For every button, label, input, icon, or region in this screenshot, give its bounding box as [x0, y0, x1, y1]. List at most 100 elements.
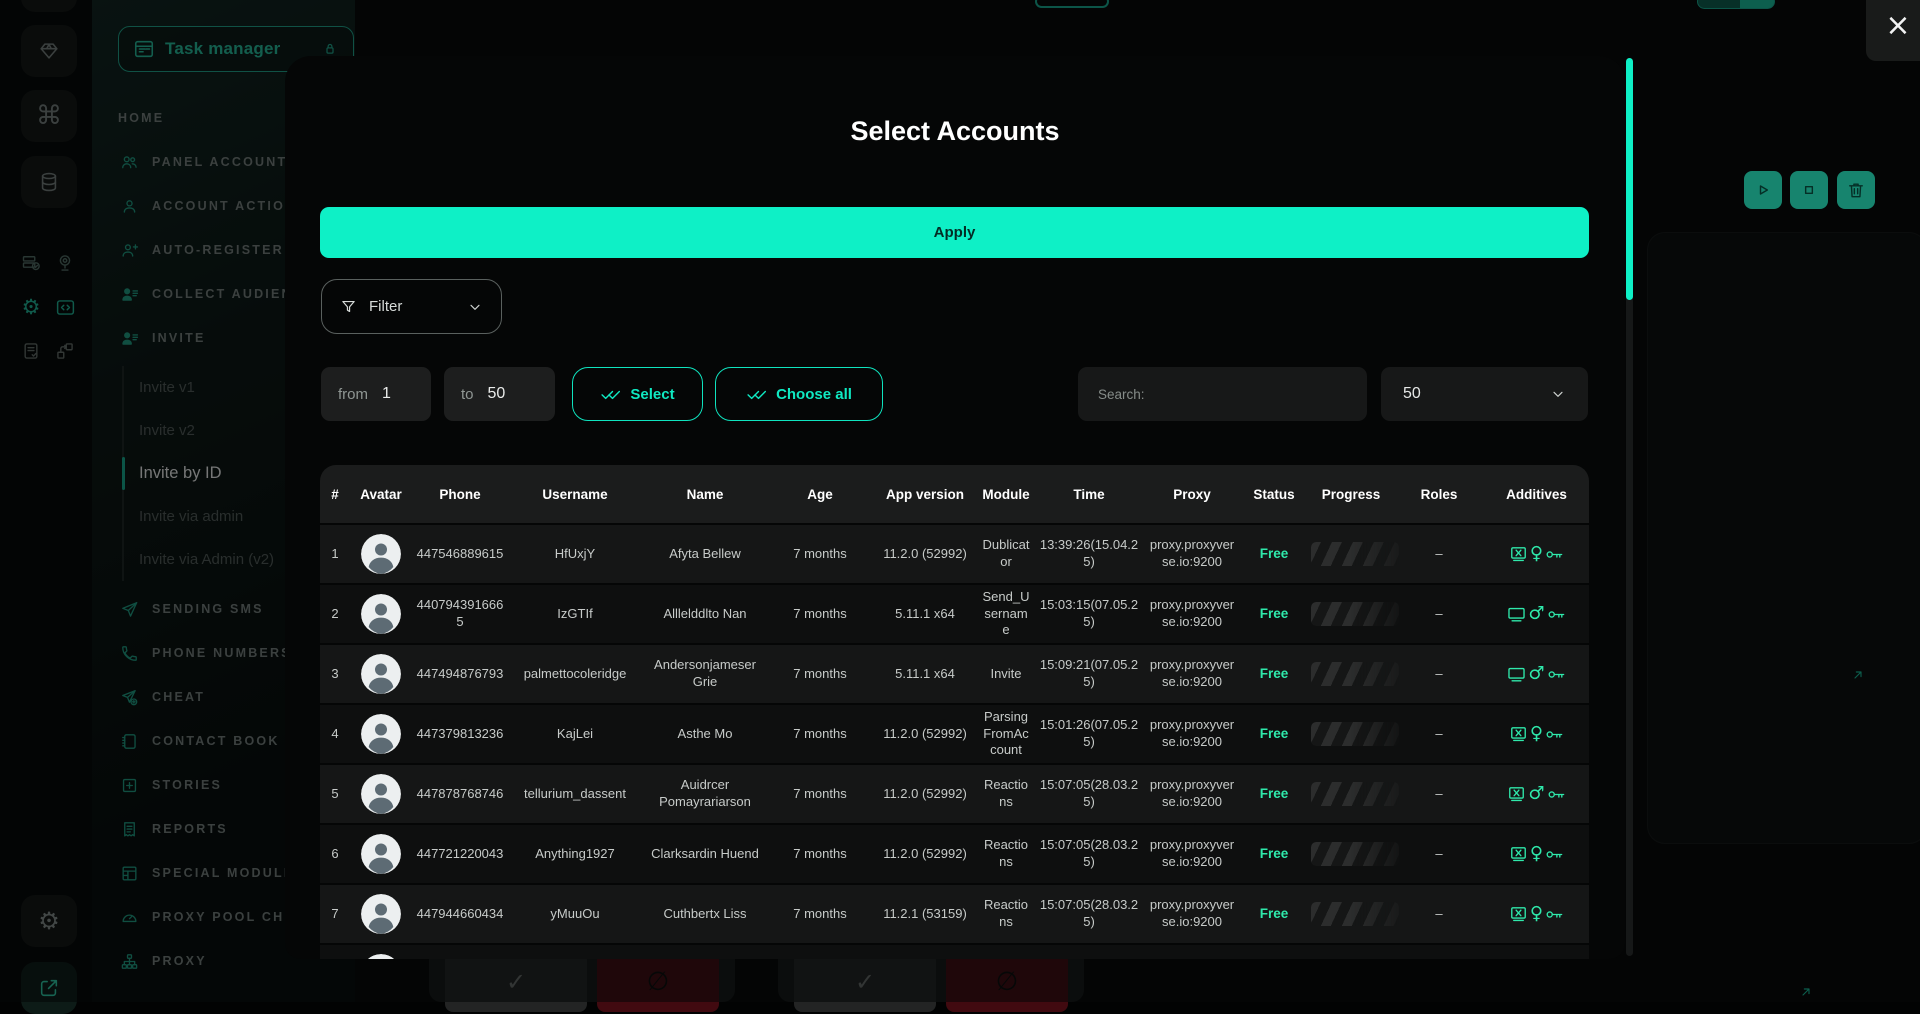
age-cell: 7 months — [768, 585, 872, 643]
key-icon — [1545, 905, 1564, 924]
proxy-cell: proxy.proxyverse.io:9200 — [1144, 945, 1240, 959]
avatar-cell — [350, 705, 412, 763]
avatar — [361, 714, 401, 754]
additives-cell: ♀ — [1484, 945, 1589, 959]
chevron-down-icon — [1550, 386, 1566, 402]
monitor-icon — [1507, 665, 1526, 684]
from-value: 1 — [382, 385, 391, 403]
column-header-username: Username — [508, 465, 642, 523]
progress-cell — [1308, 585, 1394, 643]
phone-cell: 447494876793 — [412, 645, 508, 703]
progress-bar — [1311, 662, 1399, 686]
from-label: from — [338, 386, 368, 403]
row-number: 3 — [320, 645, 350, 703]
modal-scrollbar-thumb[interactable] — [1626, 58, 1633, 300]
module-cell: Dublicator — [978, 525, 1034, 583]
username-cell: HfUxjY — [508, 525, 642, 583]
account-row[interactable]: 844746650553unsaturationamaReactions15:0… — [320, 945, 1589, 959]
name-cell — [642, 945, 768, 959]
page-size-select[interactable]: 50 — [1381, 367, 1588, 421]
time-cell: 13:39:26(15.04.25) — [1034, 525, 1144, 583]
chevron-down-icon — [1550, 386, 1566, 402]
monitor-x-icon — [1509, 845, 1528, 864]
name-cell: Asthe Mo — [642, 705, 768, 763]
name-cell: Clarksardin Huend — [642, 825, 768, 883]
select-label: Select — [630, 386, 674, 403]
username-cell: Anything1927 — [508, 825, 642, 883]
row-number: 5 — [320, 765, 350, 823]
row-number: 4 — [320, 705, 350, 763]
avatar-cell — [350, 525, 412, 583]
close-button[interactable]: × — [1880, 6, 1916, 46]
column-header-additives: Additives — [1484, 465, 1589, 523]
avatar-cell — [350, 945, 412, 959]
column-header-proxy: Proxy — [1144, 465, 1240, 523]
time-cell: 15:07:05(28.03.25) — [1034, 765, 1144, 823]
chevron-down-icon — [467, 299, 483, 315]
male-icon: ♂ — [1528, 785, 1544, 803]
delete-button[interactable] — [1837, 171, 1875, 209]
stop-button[interactable] — [1790, 171, 1828, 209]
modal-title: Select Accounts — [285, 116, 1625, 147]
username-cell: palmettocoleridge — [508, 645, 642, 703]
avatar — [361, 834, 401, 874]
username-cell: KajLei — [508, 705, 642, 763]
row-number: 2 — [320, 585, 350, 643]
progress-cell — [1308, 525, 1394, 583]
chevron-down-icon — [467, 299, 483, 315]
search-input[interactable] — [1078, 367, 1367, 421]
status-cell — [1240, 945, 1308, 959]
filter-dropdown[interactable]: Filter — [321, 279, 502, 334]
module-cell: ParsingFromAccount — [978, 705, 1034, 763]
from-input[interactable]: from 1 — [321, 367, 431, 421]
monitor-x-icon — [1509, 905, 1528, 924]
column-header-progress: Progress — [1308, 465, 1394, 523]
avatar — [361, 654, 401, 694]
username-cell: yMuuOu — [508, 885, 642, 943]
key-icon — [1545, 545, 1564, 564]
to-input[interactable]: to 50 — [444, 367, 555, 421]
time-cell: 15:07:05(28.03.25) — [1034, 885, 1144, 943]
column-header-module: Module — [978, 465, 1034, 523]
name-cell: Afyta Bellew — [642, 525, 768, 583]
choose-all-button[interactable]: Choose all — [715, 367, 883, 421]
age-cell: 7 months — [768, 705, 872, 763]
age-cell: 7 months — [768, 525, 872, 583]
age-cell: 7 months — [768, 885, 872, 943]
status-badge: Free — [1260, 786, 1289, 801]
roles-cell: – — [1394, 645, 1484, 703]
additives: ♂ — [1487, 785, 1586, 804]
monitor-x-icon — [1509, 725, 1528, 744]
column-header-phone: Phone — [412, 465, 508, 523]
status-badge: Free — [1260, 606, 1289, 621]
proxy-cell: proxy.proxyverse.io:9200 — [1144, 765, 1240, 823]
roles-cell — [1394, 945, 1484, 959]
age-cell: 7 months — [768, 645, 872, 703]
roles-cell: – — [1394, 585, 1484, 643]
module-cell: Send_Username — [978, 585, 1034, 643]
key-icon — [1547, 785, 1566, 804]
avatar-cell — [350, 825, 412, 883]
female-icon: ♀ — [1530, 725, 1543, 743]
avatar — [361, 534, 401, 574]
select-button[interactable]: Select — [572, 367, 703, 421]
proxy-cell: proxy.proxyverse.io:9200 — [1144, 705, 1240, 763]
row-number: 6 — [320, 825, 350, 883]
status-badge: Free — [1260, 666, 1289, 681]
status-badge: Free — [1260, 846, 1289, 861]
avatar-cell — [350, 645, 412, 703]
status-cell: Free — [1240, 705, 1308, 763]
filter-icon — [340, 298, 357, 315]
apply-button[interactable]: Apply — [320, 207, 1589, 258]
module-cell: Reactions — [978, 885, 1034, 943]
play-button[interactable] — [1744, 171, 1782, 209]
